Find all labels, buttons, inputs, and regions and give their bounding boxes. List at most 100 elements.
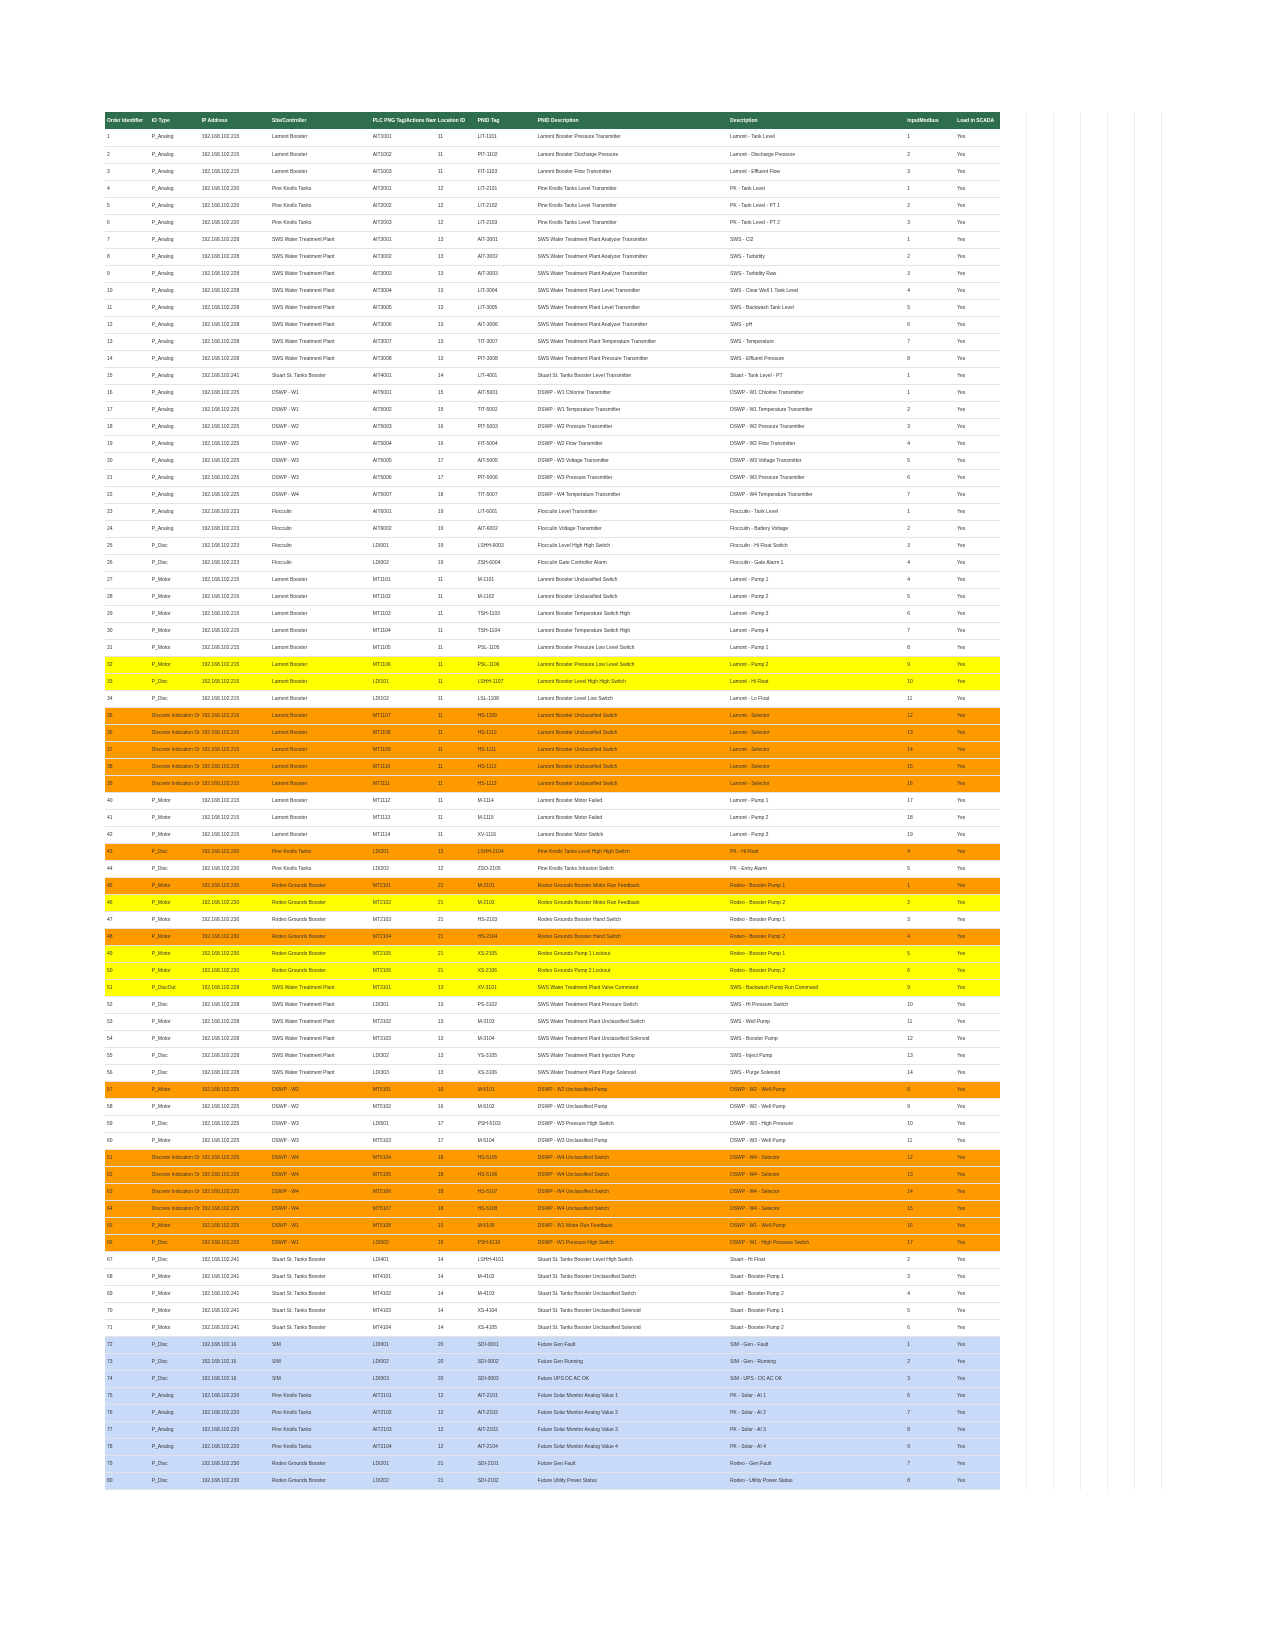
table-row: 61 Discrete Indication Only 192.168.102.22… (105, 1149, 1000, 1167)
cell: 6 (905, 1319, 956, 1337)
cell: Rodeo Grounds Booster (269, 928, 371, 946)
cell: Lamont Booster (269, 622, 371, 640)
cell: Flocculin Level Transmitter (535, 503, 729, 521)
cell: P_Disc (149, 1472, 200, 1490)
cell: 192.168.102.241 (199, 1251, 270, 1269)
cell: 20 (435, 1370, 476, 1388)
cell: 16 (905, 1217, 956, 1235)
table-row: 56 P_Disc 192.168.102.228 SWS Water Treatme… (105, 1064, 1000, 1082)
cell: MT2103 (370, 911, 436, 929)
cell: Yes (955, 605, 1000, 623)
cell: DSWP - W2 Pressure Transmitter (728, 418, 906, 436)
cell: 16 (435, 1081, 476, 1099)
cell: SWS Water Treatment Plant Level Transmit… (535, 282, 729, 300)
cell: M-5101 (475, 1081, 536, 1099)
cell: 59 (105, 1115, 150, 1133)
cell: SWS Water Treatment Plant Level Transmit… (535, 299, 729, 317)
cell: 11 (435, 758, 476, 776)
cell: Stuart - Booster Pump 2 (728, 1319, 906, 1337)
cell: MT1102 (370, 588, 436, 606)
cell: 192.168.102.241 (199, 367, 270, 385)
cell: 21 (435, 945, 476, 963)
cell: DSWP - W4 Unclassified Switch (535, 1166, 729, 1184)
cell: 13 (435, 265, 476, 283)
cell: Yes (955, 1030, 1000, 1048)
cell: Yes (955, 129, 1000, 147)
cell: XS-4105 (475, 1319, 536, 1337)
cell: SWS Water Treatment Plant Pressure Trans… (535, 350, 729, 368)
cell: 1 (905, 1336, 956, 1354)
cell: DSWP - W3 Pressure High Switch (535, 1115, 729, 1133)
cell: SIM (269, 1370, 371, 1388)
cell: 192.168.102.16 (199, 1336, 270, 1354)
cell: 8 (905, 350, 956, 368)
cell: 192.168.102.223 (199, 537, 270, 555)
cell: 192.168.102.215 (199, 690, 270, 708)
cell: 13 (105, 333, 150, 351)
cell: Yes (955, 180, 1000, 198)
cell: HS-5108 (475, 1200, 536, 1218)
cell: M-5109 (475, 1217, 536, 1235)
cell: 39 (105, 775, 150, 793)
cell: SWS Water Treatment Plant Analyzer Trans… (535, 231, 729, 249)
cell: SWS - Well Pump (728, 1013, 906, 1031)
cell: DSWP - W3 Voltage Transmitter (535, 452, 729, 470)
cell: XV-3101 (475, 979, 536, 997)
cell: 192.168.102.215 (199, 146, 270, 164)
io-table: Order Identifier IO Type IP Address Site/Co… (105, 112, 1000, 1490)
cell: AIT4001 (370, 367, 436, 385)
cell: MT1111 (370, 775, 436, 793)
cell: MT1109 (370, 741, 436, 759)
cell: P_Motor (149, 639, 200, 657)
cell: M-3104 (475, 1030, 536, 1048)
cell: Flocculin - Battery Voltage (728, 520, 906, 538)
cell: Yes (955, 571, 1000, 589)
cell: Lamont Booster (269, 826, 371, 844)
cell: XS-2105 (475, 945, 536, 963)
cell: XS-2106 (475, 962, 536, 980)
cell: 192.168.102.228 (199, 299, 270, 317)
cell: 11 (435, 163, 476, 181)
table-row: 28 P_Motor 192.168.102.215 Lamont Booster MT… (105, 588, 1000, 606)
cell: Lamont - Pump 1 (728, 639, 906, 657)
cell: LDI302 (370, 1047, 436, 1065)
cell: Future Solar Monitor Analog Value 1 (535, 1387, 729, 1405)
cell: Pine Knolls Tanks Level Transmitter (535, 214, 729, 232)
cell: 12 (435, 843, 476, 861)
cell: 7 (905, 486, 956, 504)
cell: HS-1109 (475, 707, 536, 725)
cell: Lamont Booster Level Low Switch (535, 690, 729, 708)
cell: Yes (955, 911, 1000, 929)
table-row: 52 P_Disc 192.168.102.228 SWS Water Treatme… (105, 996, 1000, 1014)
cell: 12 (435, 180, 476, 198)
cell: AIT5005 (370, 452, 436, 470)
cell: LDI102 (370, 690, 436, 708)
table-row: 72 P_Disc 192.168.102.16 SIM LDI001 20 SDI-000… (105, 1336, 1000, 1354)
cell: Lamont Booster Unclassified Switch (535, 588, 729, 606)
cell: DSWP - W4 (269, 1149, 371, 1167)
cell: ZSO-2105 (475, 860, 536, 878)
cell: DSWP - W4 (269, 1166, 371, 1184)
cell: LIT-3004 (475, 282, 536, 300)
cell: 5 (905, 588, 956, 606)
cell: Flocculin (269, 554, 371, 572)
cell: 8 (905, 1421, 956, 1439)
column-header: Description (728, 112, 906, 129)
cell: 11 (435, 571, 476, 589)
cell: Lamont - Tank Level (728, 129, 906, 147)
cell: 18 (435, 1200, 476, 1218)
cell: 67 (105, 1251, 150, 1269)
cell: P_Motor (149, 877, 200, 895)
cell: LDI301 (370, 996, 436, 1014)
cell: Stuart - Hi Float (728, 1251, 906, 1269)
cell: Rodeo Grounds Booster (269, 877, 371, 895)
cell: LIT-2103 (475, 214, 536, 232)
cell: MT5105 (370, 1166, 436, 1184)
cell: Flocculin (269, 503, 371, 521)
cell: Yes (955, 333, 1000, 351)
cell: MT1107 (370, 707, 436, 725)
cell: 11 (905, 1013, 956, 1031)
cell: Pine Knolls Tanks (269, 1438, 371, 1456)
cell: Yes (955, 741, 1000, 759)
table-row: 62 Discrete Indication Only 192.168.102.22… (105, 1166, 1000, 1184)
